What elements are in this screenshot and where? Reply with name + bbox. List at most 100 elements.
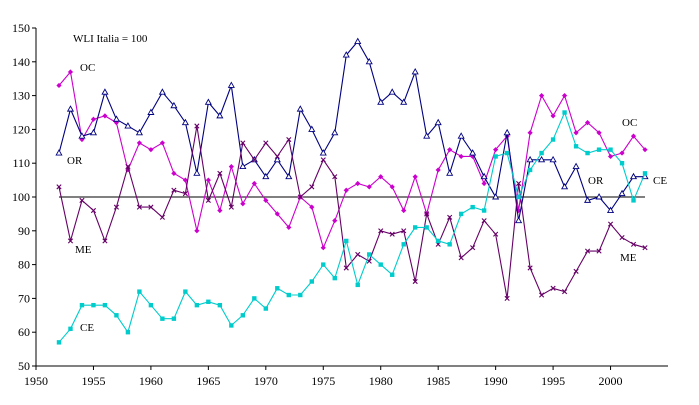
data-point-me [504, 295, 510, 301]
data-point-oc [435, 167, 441, 173]
data-point-me [527, 265, 533, 271]
data-point-me [470, 245, 476, 251]
data-point-me [642, 245, 648, 251]
y-tick-label: 110 [12, 156, 30, 170]
data-point-me [332, 174, 338, 180]
data-point-oc [332, 218, 338, 224]
data-point-or [262, 172, 270, 180]
data-point-oc [493, 147, 499, 153]
data-point-or [181, 118, 189, 126]
marker-stroke [493, 231, 499, 237]
y-tick-label: 140 [12, 55, 30, 69]
data-point-ce [79, 302, 85, 308]
data-point-or [561, 182, 569, 190]
data-point-or [89, 128, 98, 136]
marker-stroke [527, 265, 533, 271]
marker-stroke [274, 153, 280, 160]
data-point-or [377, 98, 385, 105]
data-point-or [308, 125, 316, 132]
data-point-oc [550, 113, 556, 119]
data-point-me [607, 221, 614, 227]
data-point-oc [171, 170, 177, 176]
data-point-ce [447, 242, 452, 247]
data-point-ce [481, 208, 487, 213]
marker-stroke [125, 163, 131, 170]
data-point-or [446, 169, 454, 176]
label-me-right: ME [620, 252, 637, 264]
data-point-ce [286, 292, 291, 298]
data-point-me [493, 231, 499, 237]
marker-stroke [573, 268, 579, 274]
data-point-or [423, 132, 431, 139]
data-point-oc [67, 69, 74, 75]
data-point-or [538, 155, 546, 163]
data-point-me [251, 157, 257, 163]
series-me [56, 123, 648, 301]
data-point-or [227, 81, 235, 88]
data-point-or [124, 122, 132, 129]
data-point-ce [516, 194, 521, 200]
data-point-me [320, 157, 326, 163]
data-point-or [101, 88, 109, 95]
series-line-me [58, 125, 646, 299]
data-point-me [389, 231, 395, 237]
data-point-ce [68, 326, 73, 332]
data-point-oc [228, 163, 234, 170]
data-point-ce [344, 238, 349, 244]
data-point-oc [481, 180, 487, 187]
y-tick-label: 90 [18, 224, 30, 238]
data-point-me [148, 204, 154, 210]
marker-stroke [136, 204, 143, 210]
data-point-me [67, 238, 74, 244]
data-point-me [79, 197, 85, 203]
data-point-or [411, 68, 419, 75]
data-point-me [182, 191, 188, 197]
data-point-oc [366, 184, 372, 190]
data-point-me [561, 289, 568, 295]
marker-stroke [79, 197, 85, 203]
data-point-or [503, 128, 511, 136]
data-point-me [286, 136, 292, 143]
marker-stroke [458, 255, 464, 261]
data-point-or [342, 51, 350, 58]
data-point-me [447, 214, 453, 220]
data-point-ce [137, 289, 142, 294]
data-point-ce [493, 154, 498, 159]
data-point-oc [447, 147, 453, 153]
data-point-me [217, 170, 223, 176]
marker-stroke [102, 238, 108, 244]
data-point-or [492, 193, 500, 200]
series-line-ce [58, 110, 646, 343]
data-point-or [147, 108, 155, 115]
data-point-ce [608, 147, 613, 152]
data-point-ce [183, 289, 188, 294]
data-point-ce [194, 302, 200, 308]
data-point-ce [102, 302, 108, 308]
data-point-oc [355, 180, 361, 187]
data-point-ce [435, 238, 441, 244]
label-ce-right: CE [653, 175, 667, 187]
data-point-oc [596, 130, 602, 136]
marker-stroke [470, 245, 476, 251]
data-point-or [285, 172, 293, 180]
data-point-me [596, 248, 602, 254]
data-point-me [481, 218, 487, 224]
data-point-me [309, 184, 315, 190]
marker-stroke [619, 234, 625, 241]
data-point-oc [607, 153, 614, 160]
data-point-ce [321, 262, 326, 267]
marker-stroke [205, 197, 211, 203]
data-point-or [526, 155, 534, 163]
y-tick-label: 120 [12, 122, 30, 136]
data-point-ce [125, 330, 131, 335]
data-point-or [583, 196, 592, 203]
data-point-ce [275, 286, 280, 291]
data-point-ce [171, 316, 177, 321]
data-point-me [228, 204, 234, 210]
marker-stroke [67, 238, 74, 244]
y-tick-label: 70 [18, 291, 30, 305]
data-point-me [458, 255, 464, 261]
data-point-oc [412, 174, 418, 180]
marker-stroke [424, 211, 430, 217]
